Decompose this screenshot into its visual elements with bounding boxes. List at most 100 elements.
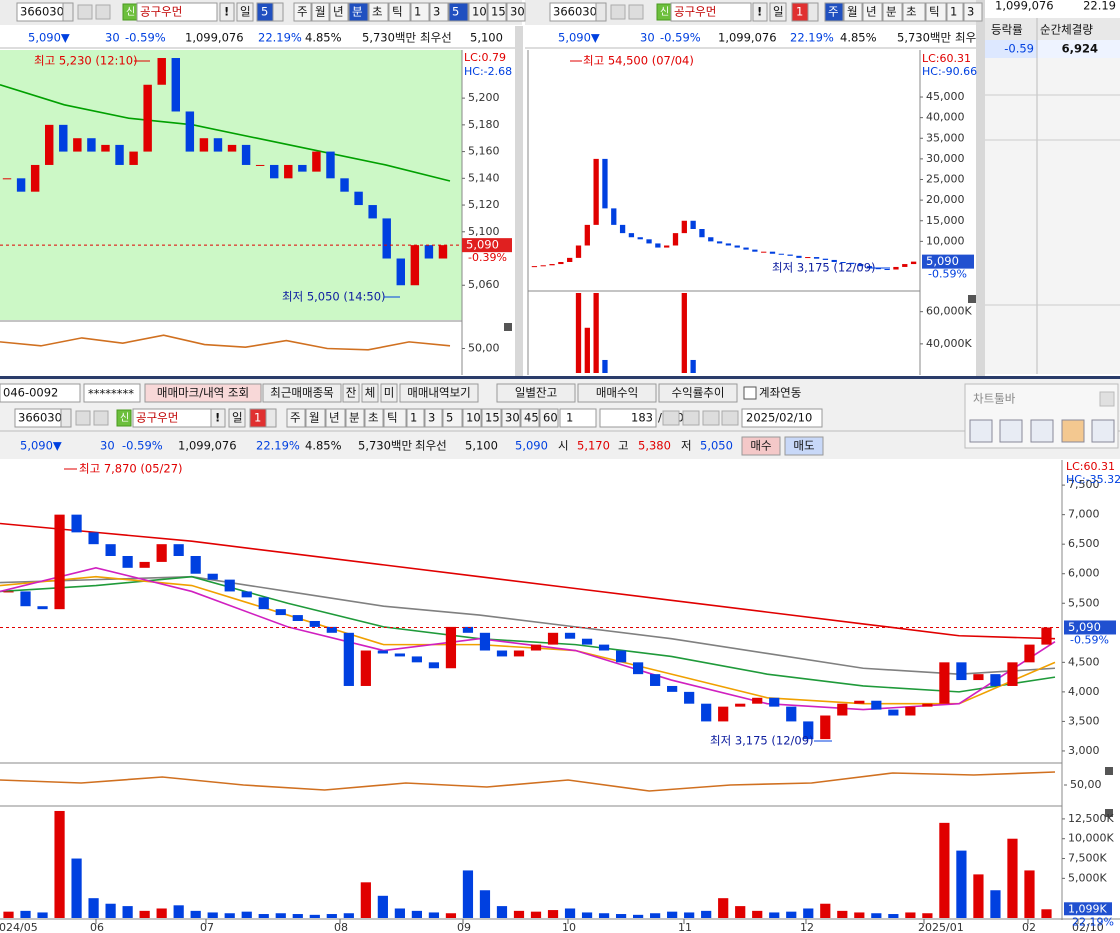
panel-close[interactable] [1105,809,1113,817]
info-button[interactable] [210,408,226,428]
tool-icon[interactable] [969,419,993,443]
candle [368,205,377,219]
interval-button[interactable] [293,2,312,22]
date-box[interactable] [741,408,823,428]
action-button[interactable] [658,383,738,403]
interval-button[interactable] [388,2,411,22]
candle [866,266,873,269]
action-button[interactable] [144,383,262,403]
interval-button[interactable] [424,408,443,428]
interval-button[interactable] [406,408,425,428]
interval-button[interactable] [902,2,926,22]
info-button[interactable] [219,2,235,22]
panel-close[interactable] [504,323,512,331]
name-box[interactable] [136,2,218,22]
interval-button[interactable] [487,2,507,22]
panel-close[interactable] [1105,767,1113,775]
candle [769,697,780,707]
interval-button[interactable] [946,2,964,22]
x-tick-label: 02/10 [1072,921,1104,933]
period-button[interactable] [769,2,787,22]
icon-button[interactable] [662,410,680,426]
action-button[interactable] [262,383,342,403]
interval-button[interactable] [345,408,365,428]
interval-button[interactable] [368,2,389,22]
tool-icon[interactable] [1030,419,1054,443]
interval-button[interactable] [481,408,502,428]
action-button[interactable] [577,383,657,403]
interval-button[interactable] [364,408,384,428]
candle [558,261,564,265]
interval-button[interactable] [462,408,482,428]
interval-button[interactable] [448,2,469,22]
icon-button[interactable] [610,4,626,20]
candle [813,257,820,259]
icon-button[interactable] [77,4,93,20]
tool-icon[interactable] [999,419,1023,443]
icon-button[interactable] [682,410,700,426]
step-box[interactable] [559,408,597,428]
interval-button[interactable] [410,2,430,22]
interval-button[interactable] [329,2,349,22]
password-box[interactable] [83,383,141,403]
interval-button[interactable] [963,2,983,22]
plot [3,810,1052,918]
action-button[interactable] [399,383,479,403]
interval-button[interactable] [429,2,449,22]
interval-button[interactable] [824,2,844,22]
action-button[interactable] [496,383,576,403]
volume-bar [752,910,763,918]
buy-button[interactable] [741,436,781,456]
count-input[interactable] [599,408,657,428]
dropdown[interactable] [60,408,72,428]
interval-button[interactable] [286,408,306,428]
dropdown[interactable] [807,2,819,22]
quote-field: 22.19% [256,439,300,453]
interval-button[interactable] [442,408,463,428]
interval-button[interactable] [383,408,407,428]
volume-bar [292,914,303,918]
name-box[interactable] [670,2,752,22]
account-box[interactable] [0,383,81,403]
icon-button[interactable] [702,410,720,426]
dropdown[interactable] [62,2,74,22]
icon-button[interactable] [628,4,644,20]
icon-button[interactable] [95,4,111,20]
action-button[interactable] [380,383,398,403]
close-button[interactable] [1099,391,1115,407]
interval-button[interactable] [305,408,326,428]
candle [567,257,573,262]
interval-button[interactable] [843,2,863,22]
interval-button[interactable] [520,408,540,428]
interval-button[interactable] [925,2,947,22]
dropdown[interactable] [265,408,277,428]
interval-button[interactable] [862,2,883,22]
last-change: -0.39% [468,251,507,264]
candle [410,245,420,286]
icon-button[interactable] [721,410,739,426]
interval-button[interactable] [539,408,559,428]
period-button[interactable] [236,2,254,22]
action-label: 수익률추이 [672,386,725,400]
interval-button[interactable] [468,2,488,22]
checkbox[interactable] [743,386,757,400]
dropdown[interactable] [272,2,284,22]
candle [581,638,593,645]
icon-button[interactable] [75,410,91,426]
period-button[interactable] [228,408,246,428]
tool-icon[interactable] [1091,419,1115,443]
panel-close[interactable] [968,295,976,303]
icon-button[interactable] [93,410,109,426]
action-button[interactable] [342,383,360,403]
sell-button[interactable] [784,436,824,456]
interval-button[interactable] [501,408,521,428]
tool-icon[interactable] [1061,419,1085,443]
interval-button[interactable] [506,2,526,22]
action-button[interactable] [361,383,379,403]
dropdown[interactable] [595,2,607,22]
interval-button[interactable] [325,408,346,428]
interval-button[interactable] [882,2,903,22]
info-button[interactable] [752,2,768,22]
interval-button[interactable] [348,2,369,22]
interval-button[interactable] [311,2,330,22]
